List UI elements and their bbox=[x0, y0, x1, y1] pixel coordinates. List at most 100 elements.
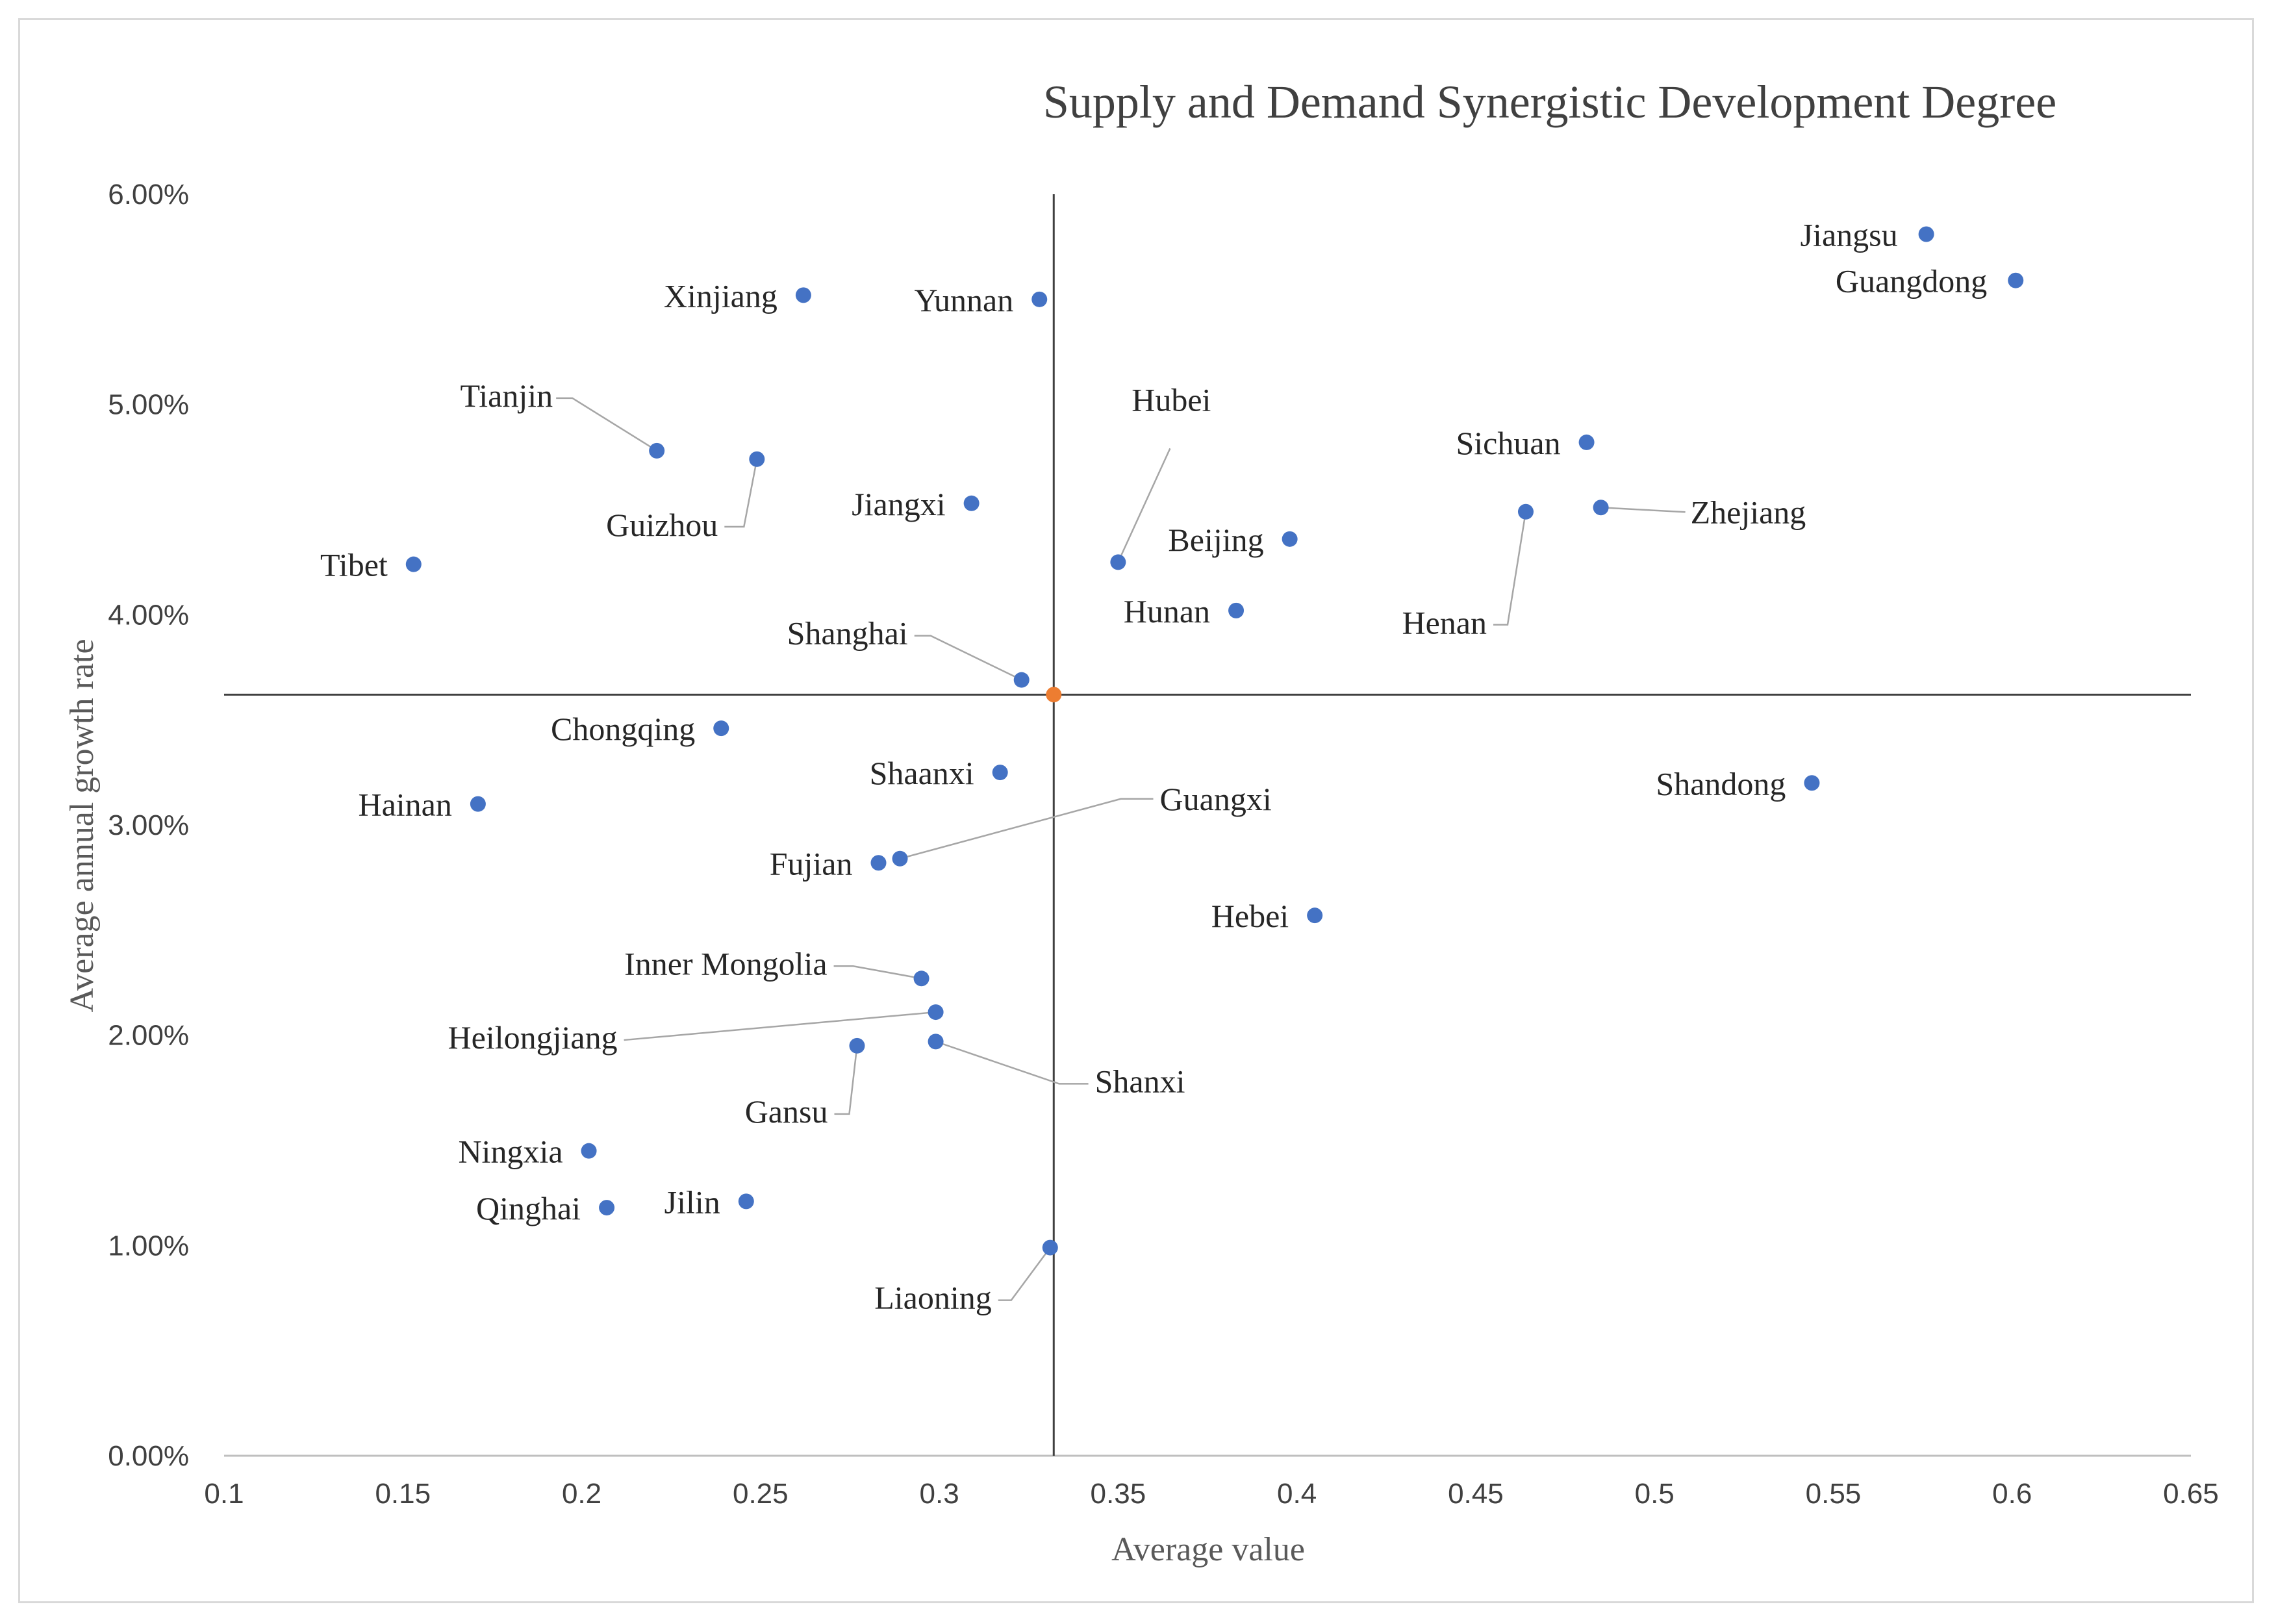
point-jiangsu bbox=[1918, 226, 1934, 242]
point-jilin bbox=[738, 1193, 754, 1210]
label-henan: Henan bbox=[1402, 605, 1487, 641]
point-shaanxi bbox=[992, 765, 1008, 781]
x-tick-label: 0.45 bbox=[1448, 1478, 1504, 1510]
x-axis-label: Average value bbox=[1111, 1531, 1305, 1568]
label-chongqing: Chongqing bbox=[551, 711, 695, 747]
label-guangxi: Guangxi bbox=[1160, 781, 1272, 817]
label-shandong: Shandong bbox=[1656, 765, 1786, 802]
y-tick-label: 2.00% bbox=[108, 1020, 189, 1052]
leader-line-guizhou bbox=[724, 459, 758, 528]
leader-line-shanxi bbox=[935, 1041, 1089, 1085]
point-hubei bbox=[1110, 554, 1126, 570]
label-shaanxi: Shaanxi bbox=[870, 755, 974, 791]
leader-line-zhejiang bbox=[1600, 507, 1686, 513]
label-hubei: Hubei bbox=[1132, 381, 1211, 418]
label-ningxia: Ningxia bbox=[458, 1134, 563, 1170]
leader-line-liaoning bbox=[998, 1247, 1051, 1301]
x-tick-label: 0.65 bbox=[2163, 1478, 2219, 1510]
leader-line-shanghai bbox=[914, 635, 1022, 681]
y-tick-label: 0.00% bbox=[108, 1440, 189, 1472]
point-ningxia bbox=[581, 1143, 597, 1159]
point-beijing bbox=[1282, 531, 1298, 547]
label-zhejiang: Zhejiang bbox=[1691, 494, 1806, 530]
x-tick-label: 0.55 bbox=[1806, 1478, 1862, 1510]
point-fujian bbox=[870, 855, 887, 871]
label-jilin: Jilin bbox=[664, 1184, 720, 1220]
point-inner-mongolia bbox=[913, 971, 929, 987]
point-shanghai bbox=[1013, 672, 1030, 688]
leader-line-guangxi bbox=[900, 798, 1154, 859]
point-guizhou bbox=[749, 451, 765, 467]
label-beijing: Beijing bbox=[1168, 522, 1263, 558]
chart-title: Supply and Demand Synergistic Developmen… bbox=[1043, 76, 2056, 128]
point-henan bbox=[1517, 503, 1534, 520]
data-points bbox=[405, 226, 2024, 1256]
point-liaoning bbox=[1042, 1239, 1058, 1256]
point-qinghai bbox=[599, 1200, 615, 1216]
leader-line-heilongjiang bbox=[624, 1011, 936, 1041]
point-hainan bbox=[470, 796, 486, 812]
label-tianjin: Tianjin bbox=[461, 377, 553, 414]
y-tick-label: 1.00% bbox=[108, 1230, 189, 1262]
point-guangxi bbox=[892, 850, 908, 867]
point-tianjin bbox=[649, 442, 665, 459]
y-tick-label: 3.00% bbox=[108, 809, 189, 841]
point-tibet bbox=[405, 556, 422, 572]
label-yunnan: Yunnan bbox=[914, 282, 1013, 318]
label-gansu: Gansu bbox=[745, 1093, 828, 1130]
y-tick-label: 6.00% bbox=[108, 179, 189, 210]
label-guizhou: Guizhou bbox=[606, 507, 718, 543]
mean-point bbox=[1046, 687, 1062, 703]
label-hebei: Hebei bbox=[1211, 898, 1289, 934]
label-sichuan: Sichuan bbox=[1456, 425, 1560, 461]
y-axis-label: Average annual growth rate bbox=[64, 639, 101, 1012]
label-shanxi: Shanxi bbox=[1095, 1063, 1185, 1099]
point-zhejiang bbox=[1593, 500, 1609, 516]
point-sichuan bbox=[1578, 434, 1595, 450]
data-point-labels: Jiangsu Guangdong Xinjiang Yunnan Tianjin Gui… bbox=[320, 216, 1987, 1315]
point-shanxi bbox=[928, 1034, 944, 1050]
point-xinjiang bbox=[795, 287, 811, 303]
leader-line-henan bbox=[1493, 511, 1527, 626]
label-jiangxi: Jiangxi bbox=[852, 486, 945, 522]
point-chongqing bbox=[713, 720, 729, 737]
leader-line-gansu bbox=[834, 1045, 858, 1115]
chart-frame: Supply and Demand Synergistic Developmen… bbox=[18, 18, 2254, 1603]
scatter-chart: Supply and Demand Synergistic Developmen… bbox=[64, 76, 2219, 1568]
x-axis-ticks: 0.1 0.15 0.2 0.25 0.3 0.35 0.4 0.45 0.5 0.55 0.6 0.… bbox=[204, 1478, 2218, 1510]
x-tick-label: 0.4 bbox=[1277, 1478, 1317, 1510]
label-liaoning: Liaoning bbox=[874, 1280, 992, 1316]
label-heilongjiang: Heilongjiang bbox=[448, 1019, 618, 1056]
x-tick-label: 0.6 bbox=[1992, 1478, 2032, 1510]
label-fujian: Fujian bbox=[770, 845, 853, 882]
point-hebei bbox=[1307, 907, 1323, 924]
y-axis-ticks: 0.00% 1.00% 2.00% 3.00% 4.00% 5.00% 6.00% bbox=[108, 179, 189, 1472]
point-jiangxi bbox=[963, 495, 980, 511]
x-tick-label: 0.15 bbox=[375, 1478, 431, 1510]
point-gansu bbox=[849, 1037, 865, 1054]
label-qinghai: Qinghai bbox=[476, 1190, 581, 1226]
point-shandong bbox=[1804, 775, 1820, 791]
label-hainan: Hainan bbox=[358, 787, 451, 823]
label-guangdong: Guangdong bbox=[1836, 263, 1987, 299]
x-tick-label: 0.1 bbox=[204, 1478, 244, 1510]
point-guangdong bbox=[2008, 272, 2024, 288]
x-tick-label: 0.3 bbox=[920, 1478, 959, 1510]
label-shanghai: Shanghai bbox=[787, 615, 908, 652]
label-hunan: Hunan bbox=[1124, 593, 1210, 629]
y-tick-label: 4.00% bbox=[108, 599, 189, 631]
point-hunan bbox=[1228, 602, 1245, 618]
point-yunnan bbox=[1031, 291, 1048, 307]
leader-line-hubei bbox=[1117, 448, 1171, 563]
leader-line-inner-mongolia bbox=[833, 965, 922, 980]
x-tick-label: 0.2 bbox=[562, 1478, 601, 1510]
x-tick-label: 0.25 bbox=[733, 1478, 789, 1510]
y-tick-label: 5.00% bbox=[108, 389, 189, 421]
label-xinjiang: Xinjiang bbox=[664, 277, 778, 314]
point-heilongjiang bbox=[928, 1004, 944, 1021]
x-tick-label: 0.35 bbox=[1091, 1478, 1146, 1510]
label-inner-mongolia: Inner Mongolia bbox=[624, 945, 827, 982]
label-leader-lines bbox=[556, 397, 1686, 1301]
x-tick-label: 0.5 bbox=[1635, 1478, 1675, 1510]
label-jiangsu: Jiangsu bbox=[1801, 216, 1898, 253]
